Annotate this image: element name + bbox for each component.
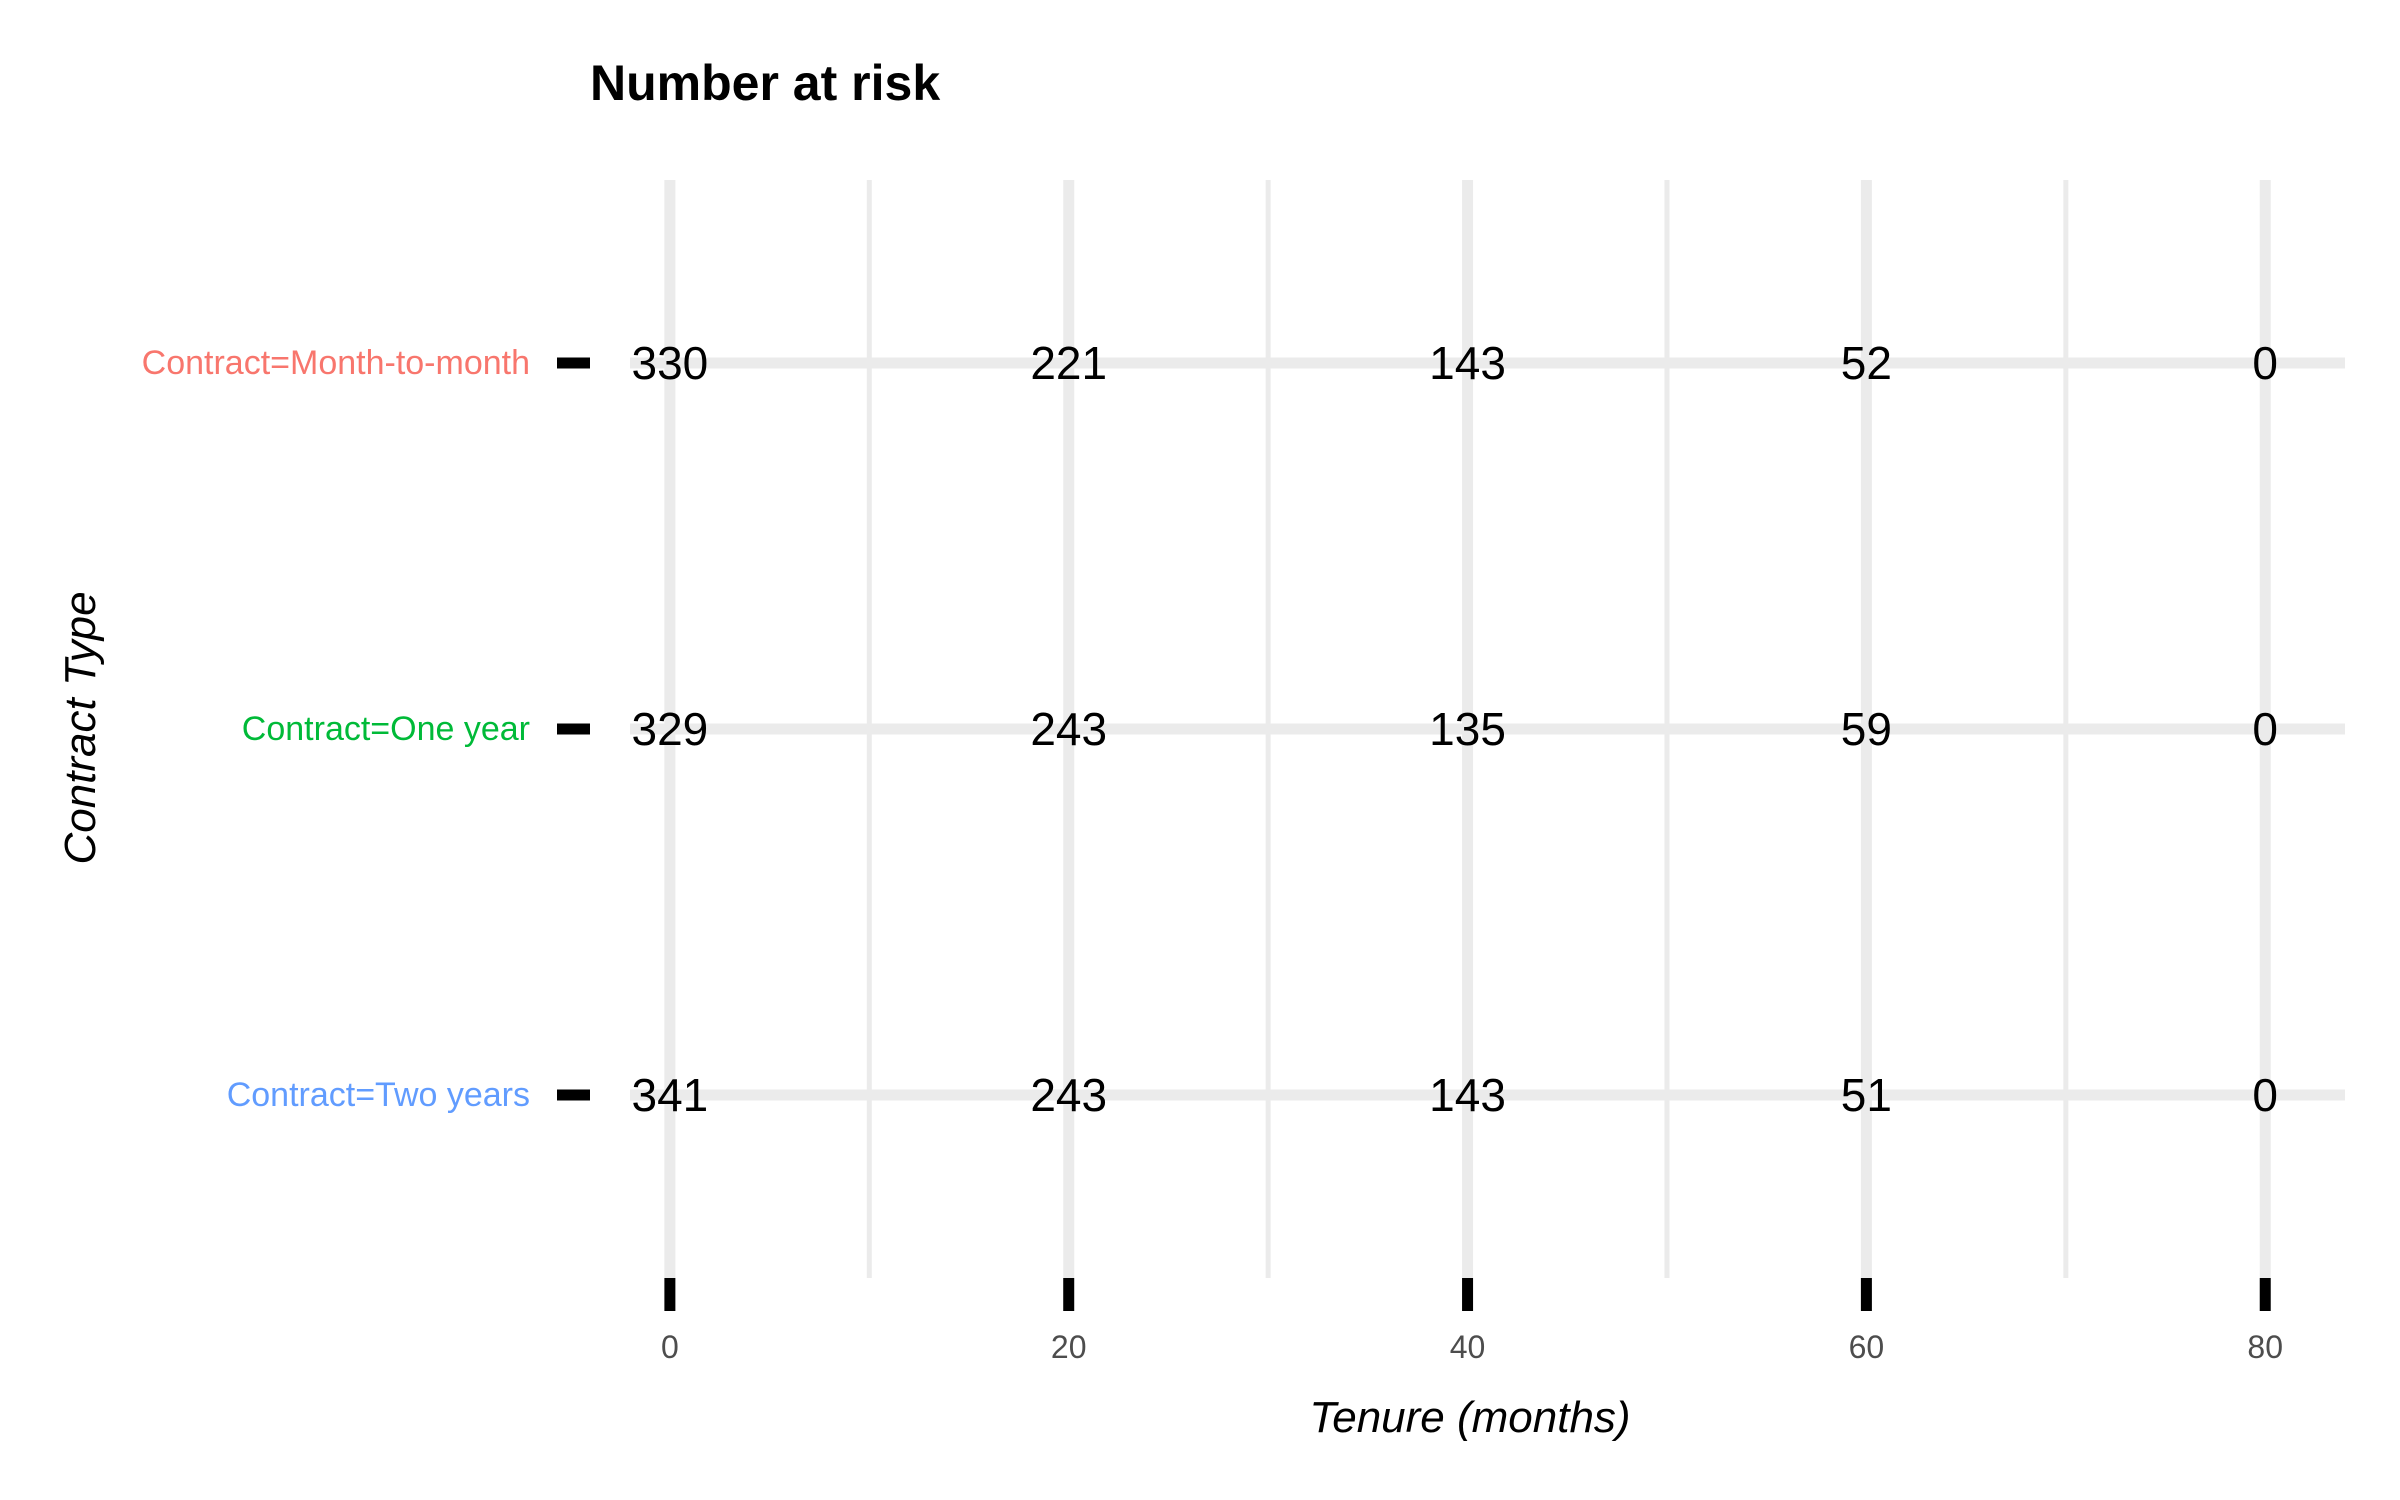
risk-count: 221 [1030, 337, 1107, 389]
x-axis-ticks: 0 20 40 60 80 [661, 1278, 2283, 1365]
x-tick-label: 40 [1450, 1329, 1486, 1365]
x-tick-label: 60 [1849, 1329, 1885, 1365]
gridlines [630, 180, 2345, 1278]
risk-count: 143 [1429, 337, 1506, 389]
risk-count: 52 [1841, 337, 1892, 389]
risk-count: 59 [1841, 703, 1892, 755]
x-axis-title: Tenure (months) [1309, 1393, 1630, 1442]
row-label: Contract=Two years [227, 1076, 530, 1114]
risk-count: 135 [1429, 703, 1506, 755]
risk-count: 51 [1841, 1069, 1892, 1121]
y-axis-labels: Contract=Month-to-month Contract=One year… [142, 344, 530, 1114]
row-label: Contract=One year [242, 710, 530, 748]
risk-count: 0 [2252, 703, 2278, 755]
x-tick-label: 20 [1051, 1329, 1087, 1365]
risk-count: 243 [1030, 1069, 1107, 1121]
risk-count: 143 [1429, 1069, 1506, 1121]
risk-count: 341 [632, 1069, 709, 1121]
chart-title: Number at risk [590, 55, 940, 111]
y-axis-ticks [557, 357, 590, 1101]
x-tick-label: 0 [661, 1329, 679, 1365]
row-label: Contract=Month-to-month [142, 344, 530, 382]
risk-count: 243 [1030, 703, 1107, 755]
risk-count: 0 [2252, 337, 2278, 389]
risk-count: 330 [632, 337, 709, 389]
x-tick-label: 80 [2247, 1329, 2283, 1365]
risk-count: 0 [2252, 1069, 2278, 1121]
y-axis-title: Contract Type [56, 591, 105, 864]
risk-count: 329 [632, 703, 709, 755]
risk-table-cells: 330 221 143 52 0 329 243 135 59 0 341 243 143 51 0 [632, 337, 2279, 1121]
